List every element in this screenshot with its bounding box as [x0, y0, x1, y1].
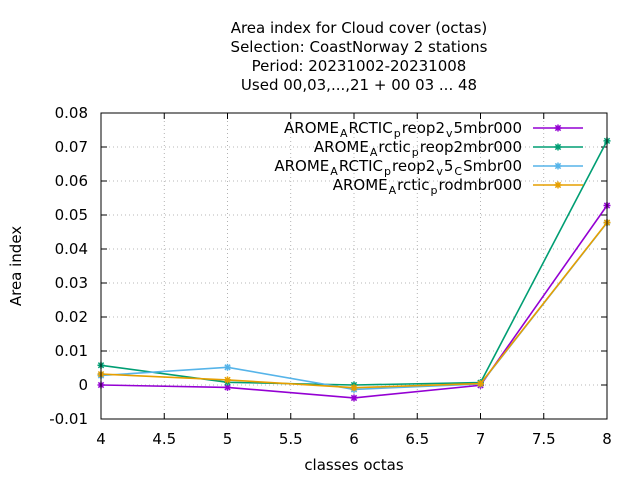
y-tick-label: 0.02 — [55, 308, 88, 326]
y-tick-label: -0.01 — [49, 410, 88, 428]
y-tick-label: 0.08 — [55, 104, 88, 122]
x-tick-label: 7 — [476, 430, 486, 448]
x-tick-label: 6 — [349, 430, 359, 448]
title-line: Used 00,03,...,21 + 00 03 ... 48 — [241, 76, 477, 94]
y-tick-label: 0 — [78, 376, 88, 394]
legend-item: AROMEARCTICpreop2v5CSmbr00 — [274, 157, 583, 178]
legend: AROMEARCTICpreop2v5mbr000AROMEArcticpreo… — [274, 119, 583, 197]
legend-label: AROMEArcticprodmbr000 — [333, 176, 522, 197]
legend-label: AROMEARCTICpreop2v5CSmbr00 — [274, 157, 522, 178]
y-tick-label: 0.06 — [55, 172, 88, 190]
x-tick-label: 7.5 — [532, 430, 556, 448]
data-point — [350, 394, 358, 402]
grid — [101, 113, 607, 419]
legend-label: AROMEArcticpreop2mbr000 — [314, 138, 522, 159]
series-layer — [97, 137, 611, 402]
y-tick-label: 0.07 — [55, 138, 88, 156]
data-point — [477, 380, 484, 388]
legend-item: AROMEArcticprodmbr000 — [333, 176, 583, 197]
data-point — [224, 376, 231, 384]
x-tick-label: 8 — [602, 430, 612, 448]
data-point — [224, 383, 231, 391]
data-point — [350, 384, 358, 392]
x-tick-label: 4.5 — [152, 430, 176, 448]
plot-frame — [100, 112, 608, 420]
series-4 — [97, 218, 611, 392]
series-line — [100, 222, 608, 391]
legend-marker — [554, 162, 562, 170]
legend-marker — [554, 181, 562, 189]
data-point — [224, 363, 231, 371]
chart-title: Area index for Cloud cover (octas)Select… — [231, 19, 488, 94]
y-tick-label: 0.04 — [55, 240, 88, 258]
axis-ticks: 4 4.5 5 5.5 6 6.5 7 7.5 8 -0.01 0 0.01 0.02 0.03 0.04 0… — [49, 104, 612, 448]
legend-marker — [554, 124, 562, 132]
legend-item: AROMEARCTICpreop2v5mbr000 — [284, 119, 583, 140]
legend-label: AROMEARCTICpreop2v5mbr000 — [284, 119, 522, 140]
y-tick-label: 0.03 — [55, 274, 88, 292]
y-axis-label: Area index — [7, 226, 25, 306]
x-tick-label: 5 — [223, 430, 233, 448]
x-axis-label: classes octas — [304, 456, 404, 474]
y-tick-label: 0.01 — [55, 342, 88, 360]
legend-item: AROMEArcticpreop2mbr000 — [314, 138, 583, 159]
title-line: Area index for Cloud cover (octas) — [231, 19, 488, 37]
x-tick-label: 6.5 — [405, 430, 429, 448]
x-tick-label: 5.5 — [279, 430, 303, 448]
y-tick-label: 0.05 — [55, 206, 88, 224]
title-line: Period: 20231002-20231008 — [252, 57, 467, 75]
title-line: Selection: CoastNorway 2 stations — [231, 38, 488, 56]
legend-marker — [554, 143, 562, 151]
x-tick-label: 4 — [96, 430, 106, 448]
